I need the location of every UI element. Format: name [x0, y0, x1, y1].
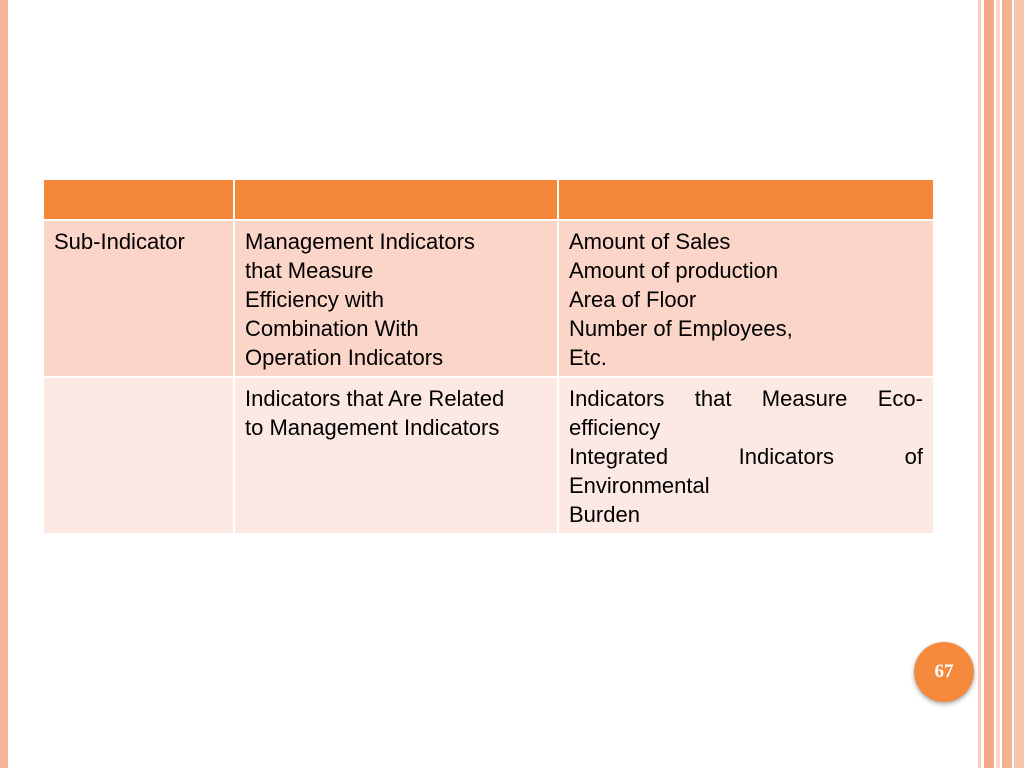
table-cell: Management Indicators that Measure Effic… — [233, 219, 559, 378]
cell-text: that Measure — [245, 258, 374, 283]
cell-text: Amount of Sales — [569, 229, 731, 254]
header-cell — [233, 178, 559, 221]
table-row: Indicators that Are Related to Managemen… — [42, 376, 935, 535]
indicator-table: Sub-Indicator Management Indicators that… — [42, 178, 935, 535]
cell-text: Efficiency with — [245, 287, 384, 312]
header-cell — [42, 178, 235, 221]
page-number-badge: 67 — [914, 642, 974, 702]
cell-text: Operation Indicators — [245, 345, 444, 370]
cell-text: Burden — [569, 502, 640, 527]
cell-text: Amount of production — [569, 258, 779, 283]
cell-text: to Management Indicators — [245, 415, 500, 440]
table-cell: Sub-Indicator — [42, 219, 235, 378]
table-cell: Indicators that Measure Eco- efficiency … — [557, 376, 935, 535]
table-row: Sub-Indicator Management Indicators that… — [42, 219, 935, 378]
cell-text: Management Indicators — [245, 229, 475, 254]
cell-text: Number of Employees, — [569, 316, 793, 341]
cell-text: Sub-Indicator — [54, 229, 185, 254]
table-header-row — [42, 178, 935, 221]
cell-text: Area of Floor — [569, 287, 697, 312]
cell-text: Environmental — [569, 473, 710, 498]
table-cell: Indicators that Are Related to Managemen… — [233, 376, 559, 535]
right-decorative-stripes — [978, 0, 1024, 768]
header-cell — [557, 178, 935, 221]
table-cell — [42, 376, 235, 535]
left-decorative-border — [0, 0, 8, 768]
cell-text: efficiency — [569, 415, 661, 440]
cell-text: Indicators that Measure Eco- — [569, 386, 923, 411]
cell-text: Etc. — [569, 345, 607, 370]
cell-text: Indicators that Are Related — [245, 386, 505, 411]
cell-text: Combination With — [245, 316, 419, 341]
cell-text: Integrated Indicators of — [569, 444, 923, 469]
table-cell: Amount of Sales Amount of production Are… — [557, 219, 935, 378]
